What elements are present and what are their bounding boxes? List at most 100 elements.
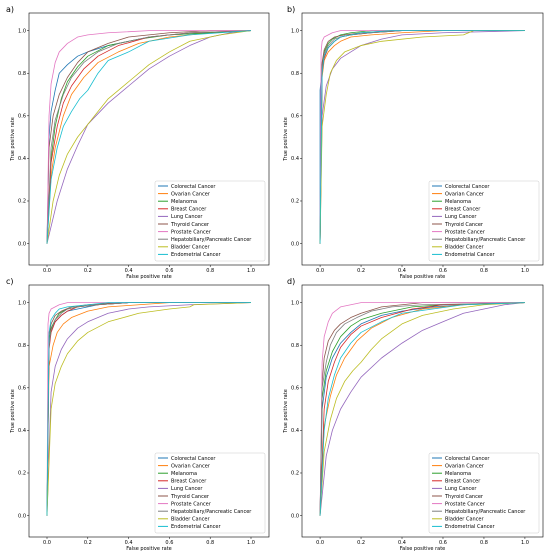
roc-curve-bladder-cancer bbox=[319, 30, 525, 244]
roc-curve-thyroid-cancer bbox=[319, 302, 525, 516]
legend-entry: Lung Cancer bbox=[445, 214, 477, 220]
legend-entry: Ovarian Cancer bbox=[171, 191, 211, 197]
x-tick-label: 0.8 bbox=[206, 540, 214, 546]
legend-box bbox=[428, 180, 540, 262]
legend-entry: Hepatobiliary/Pancreatic Cancer bbox=[445, 509, 526, 515]
y-tick-label: 0.2 bbox=[18, 199, 26, 205]
y-tick-label: 0.6 bbox=[291, 386, 299, 392]
y-tick-label: 1.0 bbox=[291, 28, 299, 34]
panel-label: a) bbox=[6, 5, 14, 14]
roc-curve-endometrial-cancer bbox=[319, 302, 525, 516]
x-tick-label: 1.0 bbox=[521, 540, 529, 546]
legend-entry: Colorectal Cancer bbox=[445, 184, 490, 190]
legend-entry: Bladder Cancer bbox=[445, 517, 485, 523]
legend-entry: Bladder Cancer bbox=[445, 245, 485, 251]
y-axis-label: True positive rate bbox=[10, 117, 16, 162]
y-axis-label: True positive rate bbox=[283, 117, 289, 162]
roc-curve-endometrial-cancer bbox=[46, 302, 251, 516]
legend-entry: Lung Cancer bbox=[171, 486, 203, 492]
legend-entry: Prostate Cancer bbox=[445, 501, 486, 507]
legend-entry: Melanoma bbox=[171, 199, 197, 205]
legend-entry: Thyroid Cancer bbox=[444, 222, 484, 228]
roc-panel-3: d) 0.0 0.2 0.4 0.6 0.8 1.0 0.0 0.2 0.4 0.6 0.8 1.0 Fa… bbox=[283, 277, 544, 552]
legend-entry: Endometrial Cancer bbox=[445, 252, 496, 258]
roc-curve-endometrial-cancer bbox=[319, 30, 525, 244]
legend-entry: Endometrial Cancer bbox=[171, 524, 222, 530]
x-tick-label: 0.4 bbox=[398, 540, 406, 546]
x-tick-label: 0.2 bbox=[84, 540, 92, 546]
legend-entry: Breast Cancer bbox=[445, 479, 481, 485]
x-tick-label: 0.2 bbox=[357, 268, 365, 274]
x-tick-label: 0.0 bbox=[316, 540, 324, 546]
legend-entry: Thyroid Cancer bbox=[170, 222, 210, 228]
x-tick-label: 0.6 bbox=[439, 540, 447, 546]
y-tick-label: 1.0 bbox=[18, 28, 26, 34]
legend-box bbox=[154, 180, 266, 262]
x-tick-label: 1.0 bbox=[247, 268, 255, 274]
legend-entry: Prostate Cancer bbox=[445, 229, 486, 235]
roc-curve-hepatobiliary-pancreatic-cancer bbox=[46, 30, 252, 244]
x-tick-label: 0.0 bbox=[316, 268, 324, 274]
roc-curve-ovarian-cancer bbox=[46, 30, 252, 244]
legend-entry: Melanoma bbox=[445, 199, 471, 205]
y-tick-label: 0.6 bbox=[18, 114, 26, 120]
y-tick-label: 1.0 bbox=[291, 300, 299, 306]
legend-box bbox=[428, 452, 540, 534]
y-tick-label: 0.2 bbox=[18, 471, 26, 477]
roc-curve-thyroid-cancer bbox=[46, 30, 251, 244]
axes-frame bbox=[301, 284, 544, 538]
x-tick-label: 0.8 bbox=[480, 268, 488, 274]
legend-entry: Breast Cancer bbox=[445, 207, 481, 213]
x-axis-label: False positive rate bbox=[126, 274, 172, 280]
x-tick-label: 0.2 bbox=[357, 540, 365, 546]
x-axis-label: False positive rate bbox=[126, 546, 172, 552]
x-tick-label: 0.0 bbox=[43, 268, 51, 274]
x-tick-label: 0.8 bbox=[480, 540, 488, 546]
roc-panel-1: b) 0.0 0.2 0.4 0.6 0.8 1.0 0.0 0.2 0.4 0.6 0.8 1.0 Fa… bbox=[283, 5, 544, 280]
x-tick-label: 1.0 bbox=[247, 540, 255, 546]
y-tick-label: 0.8 bbox=[18, 343, 26, 349]
y-tick-label: 0.8 bbox=[291, 71, 299, 77]
roc-panel-0: a) 0.0 0.2 0.4 0.6 0.8 1.0 0.0 0.2 0.4 0.6 0.8 1.0 Fa… bbox=[6, 5, 270, 280]
roc-curve-thyroid-cancer bbox=[46, 302, 251, 516]
roc-curve-prostate-cancer bbox=[46, 302, 251, 516]
legend-entry: Ovarian Cancer bbox=[445, 191, 485, 197]
legend-entry: Prostate Cancer bbox=[171, 229, 212, 235]
roc-curve-prostate-cancer bbox=[319, 302, 525, 516]
legend-entry: Breast Cancer bbox=[171, 207, 207, 213]
legend-entry: Colorectal Cancer bbox=[171, 456, 216, 462]
x-tick-label: 1.0 bbox=[521, 268, 529, 274]
legend-entry: Ovarian Cancer bbox=[445, 463, 485, 469]
roc-curve-hepatobiliary-pancreatic-cancer bbox=[319, 302, 525, 516]
x-tick-label: 0.6 bbox=[165, 540, 173, 546]
roc-curve-breast-cancer bbox=[319, 302, 525, 516]
legend-entry: Melanoma bbox=[445, 471, 471, 477]
roc-curve-bladder-cancer bbox=[46, 30, 252, 244]
roc-curve-melanoma bbox=[319, 302, 525, 516]
roc-curve-ovarian-cancer bbox=[46, 302, 251, 516]
x-tick-label: 0.0 bbox=[43, 540, 51, 546]
legend-entry: Endometrial Cancer bbox=[445, 524, 496, 530]
roc-curve-ovarian-cancer bbox=[319, 302, 525, 516]
y-tick-label: 0.8 bbox=[18, 71, 26, 77]
legend-entry: Lung Cancer bbox=[171, 214, 203, 220]
legend-entry: Colorectal Cancer bbox=[445, 456, 490, 462]
x-tick-label: 0.2 bbox=[84, 268, 92, 274]
y-tick-label: 0.6 bbox=[18, 386, 26, 392]
legend-entry: Hepatobiliary/Pancreatic Cancer bbox=[445, 237, 526, 243]
x-tick-label: 0.6 bbox=[439, 268, 447, 274]
roc-curve-bladder-cancer bbox=[319, 302, 525, 516]
roc-curve-endometrial-cancer bbox=[46, 30, 252, 244]
legend-entry: Bladder Cancer bbox=[171, 517, 211, 523]
axes-frame bbox=[28, 284, 270, 538]
y-tick-label: 0.0 bbox=[18, 513, 26, 519]
legend-box bbox=[154, 452, 266, 534]
axes-frame bbox=[28, 12, 270, 266]
y-tick-label: 0.0 bbox=[291, 241, 299, 247]
y-tick-label: 0.4 bbox=[291, 156, 299, 162]
panel-label: c) bbox=[6, 277, 14, 286]
legend-entry: Ovarian Cancer bbox=[171, 463, 211, 469]
x-tick-label: 0.4 bbox=[125, 268, 133, 274]
y-tick-label: 0.0 bbox=[291, 513, 299, 519]
